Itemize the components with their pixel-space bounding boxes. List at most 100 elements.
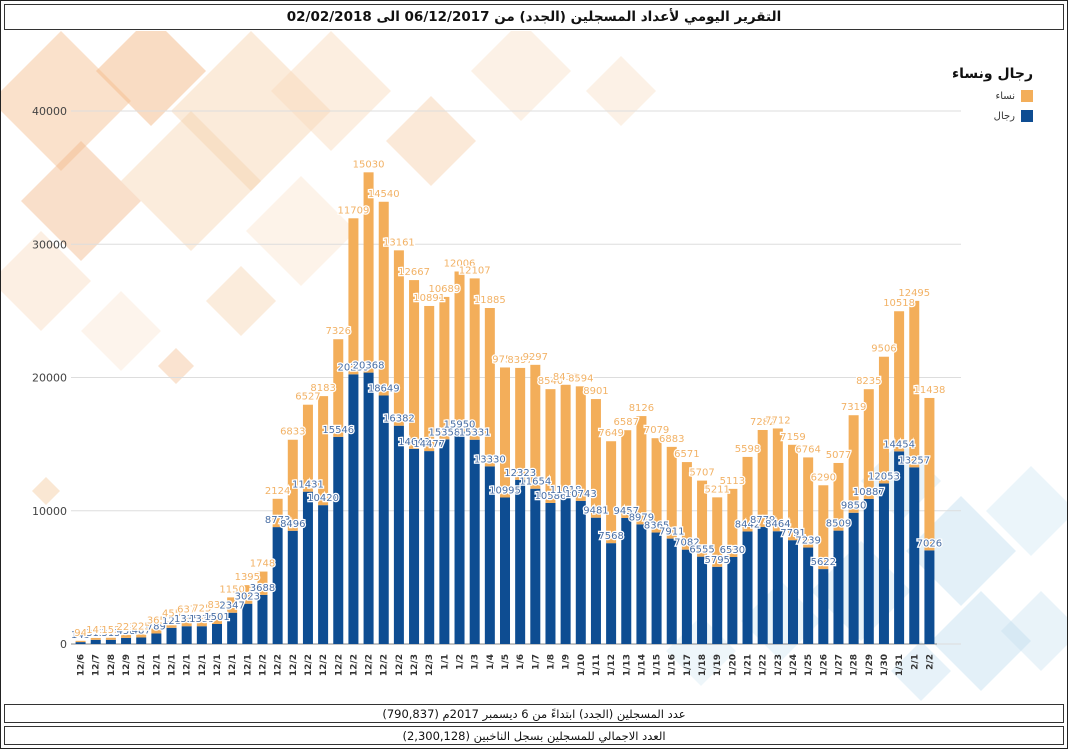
data-label-women: 725 [192, 604, 211, 615]
data-label-women: 10518 [883, 298, 915, 309]
data-label-men: 7911 [659, 527, 684, 538]
bar-men [151, 633, 162, 644]
bar-women [454, 271, 465, 432]
bar-men [787, 540, 799, 644]
y-tick-label: 20000 [32, 372, 67, 385]
background-diamond [271, 31, 391, 151]
data-label-women: 9506 [871, 344, 896, 355]
x-tick-label: 12/2 [380, 654, 390, 676]
bar-women [757, 429, 768, 528]
background-diamond [21, 141, 141, 261]
x-tick-label: 12/1 [213, 654, 223, 676]
data-label-men: 7791 [780, 528, 805, 539]
bar-men [484, 466, 495, 644]
x-tick-label: 1/8 [546, 654, 556, 670]
data-label-men: 7239 [795, 536, 820, 547]
data-label-men: 1335 [189, 614, 214, 625]
bar-women [636, 416, 647, 525]
bar-women [772, 428, 783, 532]
data-label-men: 15358 [428, 427, 460, 438]
x-tick-label: 1/27 [834, 654, 844, 676]
x-tick-label: 2/2 [925, 654, 935, 670]
bar-men [409, 448, 420, 644]
data-label-men: 8464 [765, 519, 790, 530]
bar-women [136, 634, 147, 638]
legend-title: رجال ونساء [951, 66, 1033, 82]
data-label-men: 8365 [644, 521, 669, 532]
data-label-men: 6555 [689, 545, 714, 556]
x-tick-label: 1/13 [622, 654, 632, 676]
y-tick-label: 40000 [32, 105, 67, 118]
data-label-men: 789 [147, 621, 166, 632]
data-label-men: 6530 [720, 545, 745, 556]
data-label-women: 8594 [568, 373, 593, 384]
background-diamond [386, 96, 476, 186]
x-tick-label: 1/3 [471, 654, 481, 670]
x-tick-label: 1/5 [501, 654, 511, 670]
footer-total-registrants: العدد الاجمالي للمسجلين بسجل الناخبين (2… [4, 726, 1064, 745]
background-diamond [32, 477, 60, 505]
background-diamond [96, 31, 206, 126]
bar-men [499, 497, 511, 644]
bar-women [697, 480, 708, 557]
bar-women [121, 634, 132, 638]
data-label-women: 7282 [750, 417, 775, 428]
x-tick-label: 12/1 [183, 654, 193, 676]
data-label-men: 11654 [519, 477, 551, 488]
data-label-women: 835 [207, 600, 226, 611]
data-label-men: 10420 [307, 493, 339, 504]
bar-women [227, 597, 238, 613]
bar-men [530, 488, 541, 644]
data-label-men: 121 [162, 616, 181, 627]
x-tick-label: 12/6 [77, 654, 87, 676]
x-tick-label: 1/12 [607, 654, 617, 676]
data-label-men: 7026 [917, 538, 942, 549]
x-tick-label: 12/1 [243, 654, 253, 676]
data-label-men: 14454 [883, 439, 915, 450]
bar-women [363, 172, 374, 373]
x-tick-label: 1/28 [850, 654, 860, 676]
data-label-men: 11018 [550, 485, 582, 496]
bar-men [257, 594, 268, 644]
data-label-women: 6290 [811, 472, 836, 483]
bar-women [242, 585, 253, 604]
data-label-men: 8496 [280, 519, 305, 530]
bar-men [712, 566, 723, 644]
x-tick-label: 1/20 [728, 654, 738, 676]
bar-men [924, 550, 935, 644]
bars [75, 172, 935, 644]
data-label-women: 9758 [492, 354, 517, 365]
background-diamond [891, 641, 951, 701]
footer-total-registrants-text: العدد الاجمالي للمسجلين بسجل الناخبين (2… [402, 728, 666, 743]
bar-men [318, 505, 329, 644]
bar-men [227, 612, 238, 644]
data-label-women: 6883 [659, 434, 684, 445]
bar-men [651, 532, 662, 644]
data-label-men: 458 [117, 626, 136, 637]
data-label-women: 10891 [413, 293, 445, 304]
bar-women [727, 488, 738, 557]
data-label-women: 9297 [523, 352, 548, 363]
bar-women [621, 430, 632, 518]
data-label-women: 8436 [553, 372, 578, 383]
background-diamond [931, 591, 1031, 691]
data-label-men: 12323 [504, 468, 536, 479]
data-label-women: 365 [147, 616, 166, 627]
data-label-men: 3023 [235, 592, 260, 603]
x-tick-label: 1/10 [577, 654, 587, 676]
bar-women [75, 640, 86, 643]
background-diamond [586, 56, 656, 126]
x-tick-label: 1/14 [637, 654, 647, 676]
data-label-women: 14540 [368, 189, 400, 200]
data-label-men: 8773 [265, 515, 290, 526]
bar-women [181, 617, 192, 627]
bar-men [727, 556, 738, 644]
data-label-women: 7159 [780, 432, 805, 443]
bar-women [575, 386, 586, 501]
x-tick-label: 12/3 [425, 654, 435, 676]
data-label-women: 8126 [629, 403, 654, 414]
x-tick-label: 1/19 [713, 654, 723, 676]
bar-women [90, 637, 101, 640]
bar-men [575, 500, 586, 644]
bar-men [818, 569, 829, 644]
